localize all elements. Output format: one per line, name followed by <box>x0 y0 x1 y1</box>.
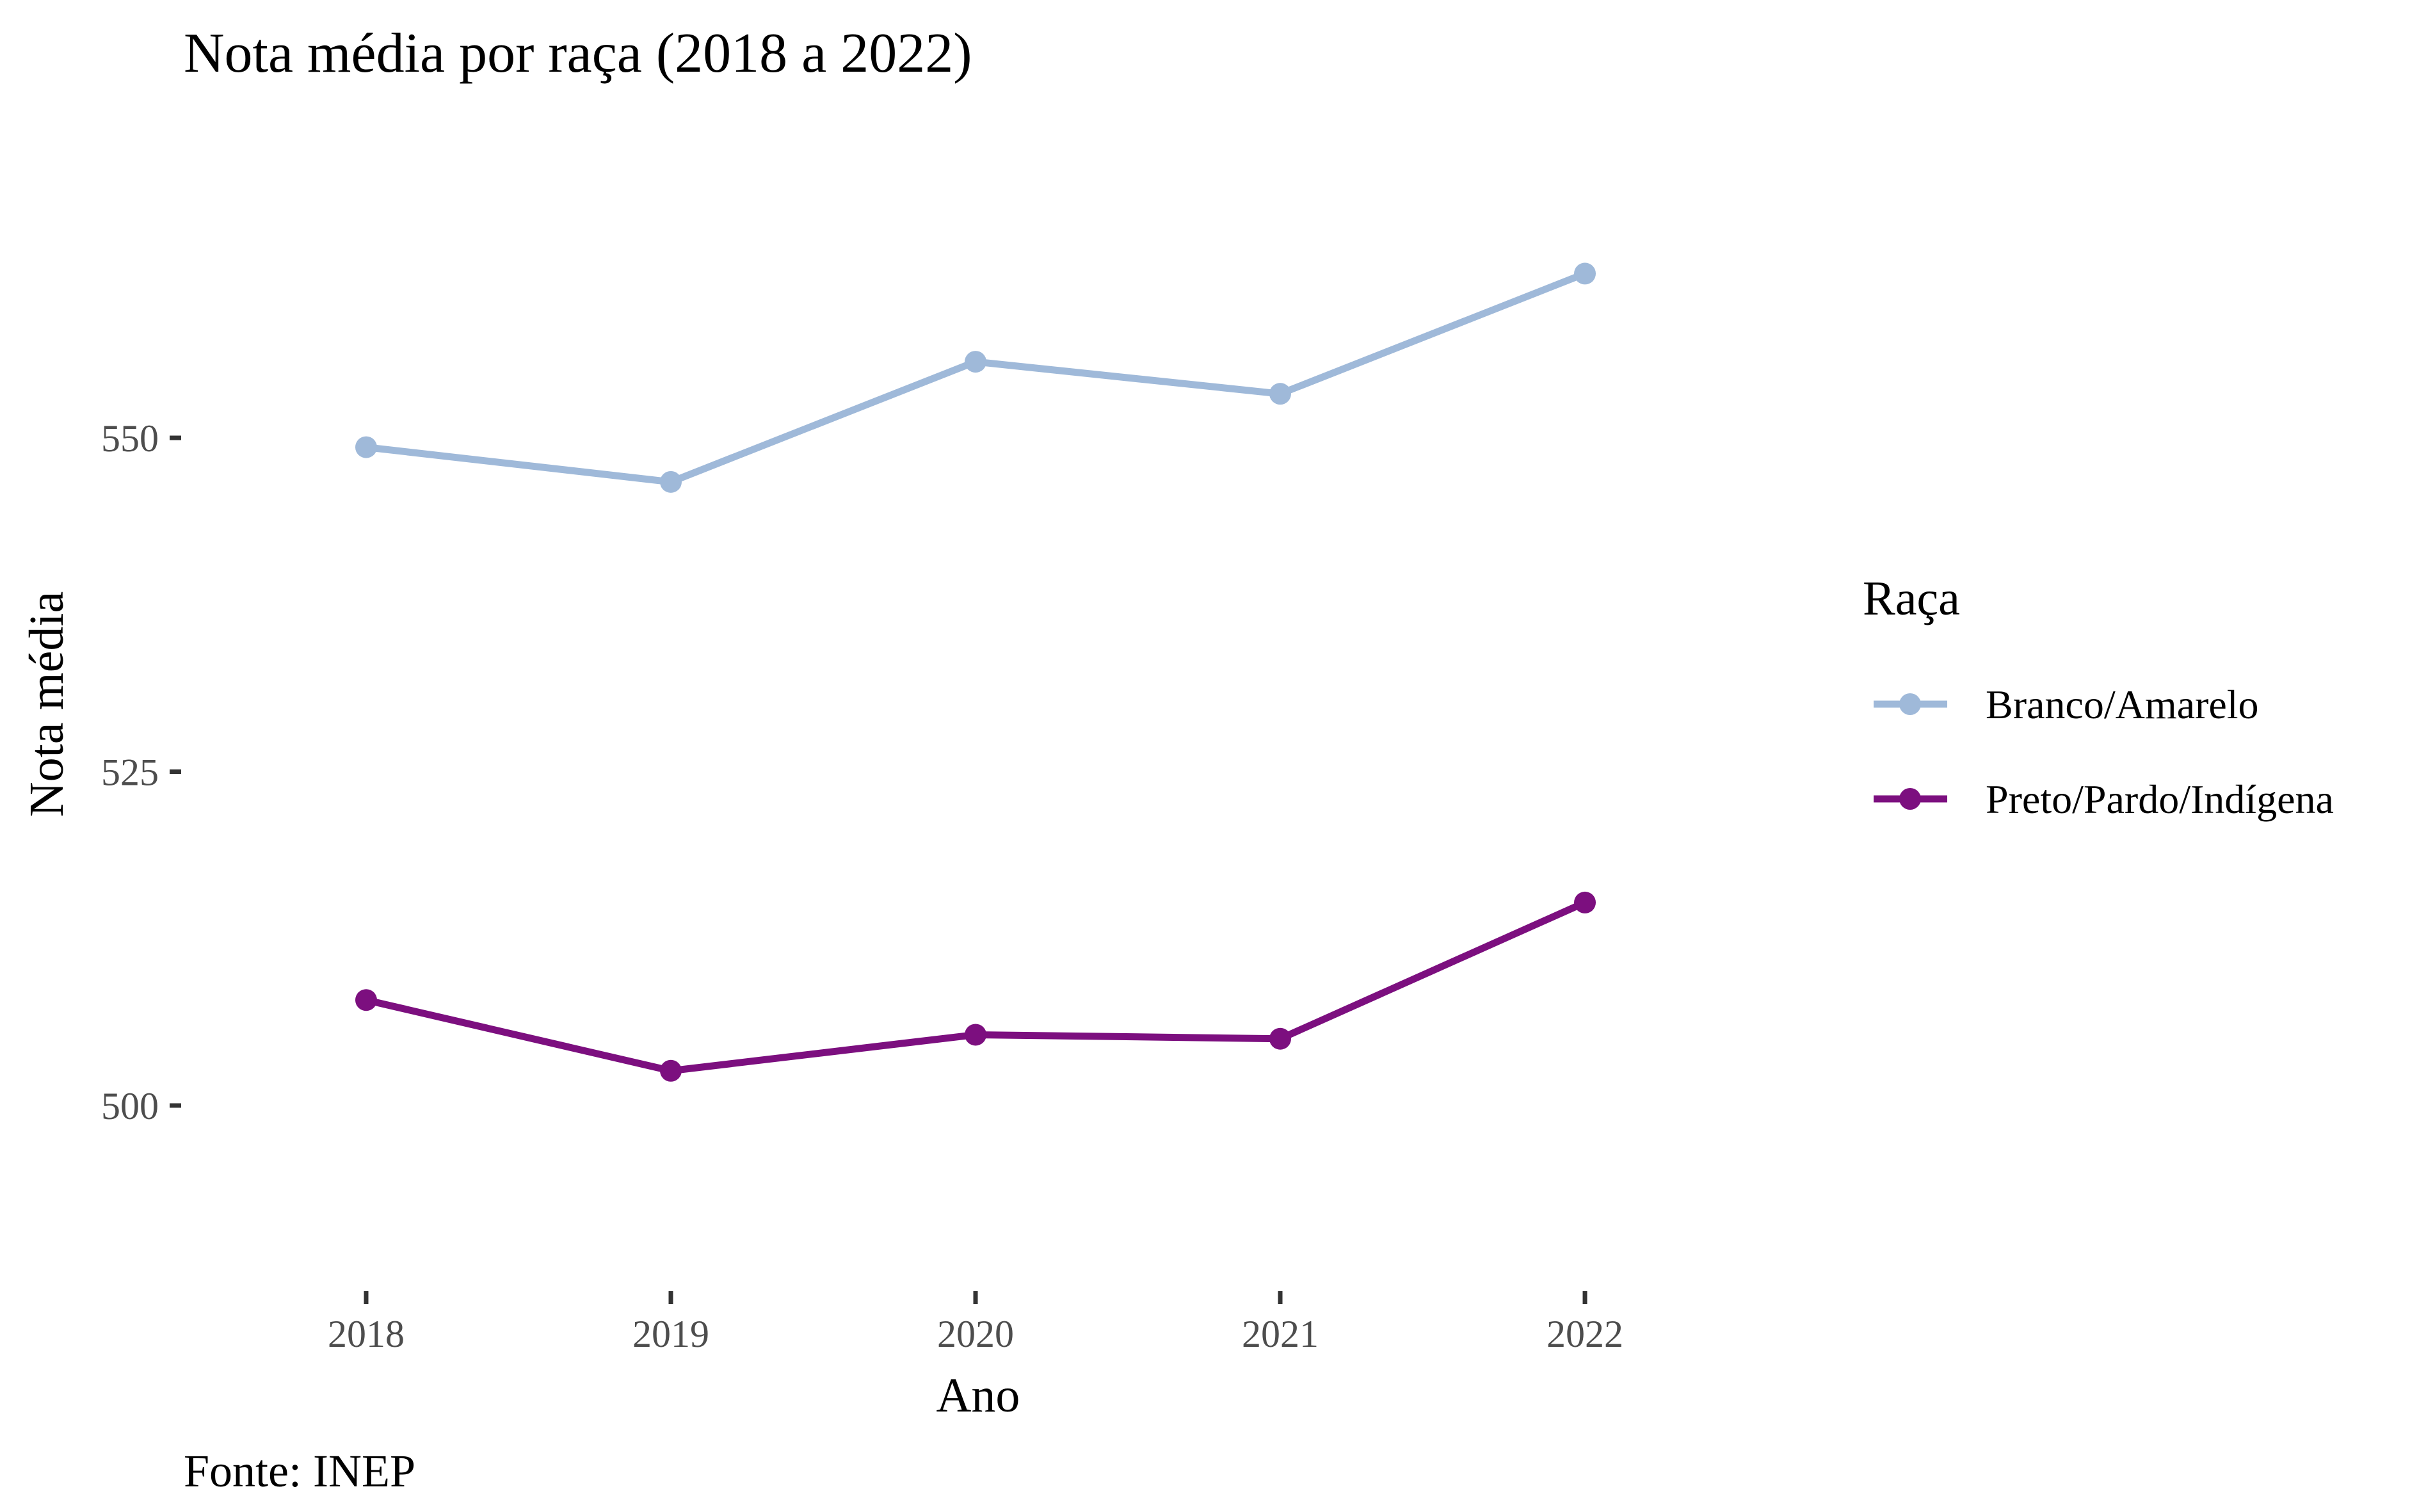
data-point <box>1269 383 1291 405</box>
x-axis-title: Ano <box>936 1369 1020 1422</box>
legend-item: Preto/Pardo/Indígena <box>1874 776 2334 822</box>
x-tick-label: 2019 <box>632 1313 709 1355</box>
legend-label: Branco/Amarelo <box>1986 682 2259 727</box>
y-axis-title: Nota média <box>20 591 74 817</box>
legend-key-point <box>1899 788 1921 810</box>
series-0 <box>355 262 1596 493</box>
series-1 <box>355 891 1596 1082</box>
data-point <box>965 1024 986 1046</box>
data-point <box>1574 262 1596 285</box>
legend-key-point <box>1899 693 1921 715</box>
legend-label: Preto/Pardo/Indígena <box>1986 776 2334 822</box>
series-layer <box>355 262 1596 1082</box>
x-tick-label: 2020 <box>937 1313 1014 1355</box>
x-tick-label: 2018 <box>328 1313 405 1355</box>
chart-title: Nota média por raça (2018 a 2022) <box>184 22 972 84</box>
y-tick-label: 550 <box>101 417 159 460</box>
y-tick-label: 500 <box>101 1085 159 1127</box>
y-axis: 500 525 550 <box>101 417 181 1127</box>
x-tick-label: 2021 <box>1242 1313 1319 1355</box>
x-axis: 2018 2019 2020 2021 2022 <box>328 1291 1623 1355</box>
data-point <box>660 1059 682 1082</box>
data-point <box>1574 891 1596 913</box>
caption: Fonte: INEP <box>184 1445 415 1497</box>
x-tick-label: 2022 <box>1547 1313 1623 1355</box>
y-tick-label: 525 <box>101 752 159 794</box>
legend-item: Branco/Amarelo <box>1874 682 2259 727</box>
legend-title: Raça <box>1863 572 1960 625</box>
data-point <box>355 436 377 458</box>
data-point <box>355 989 377 1011</box>
series-line <box>362 269 1589 486</box>
legend: Raça Branco/Amarelo Preto/Pardo/Indígena <box>1863 572 2334 822</box>
data-point <box>660 470 682 493</box>
data-point <box>1269 1027 1291 1050</box>
data-point <box>965 351 986 373</box>
